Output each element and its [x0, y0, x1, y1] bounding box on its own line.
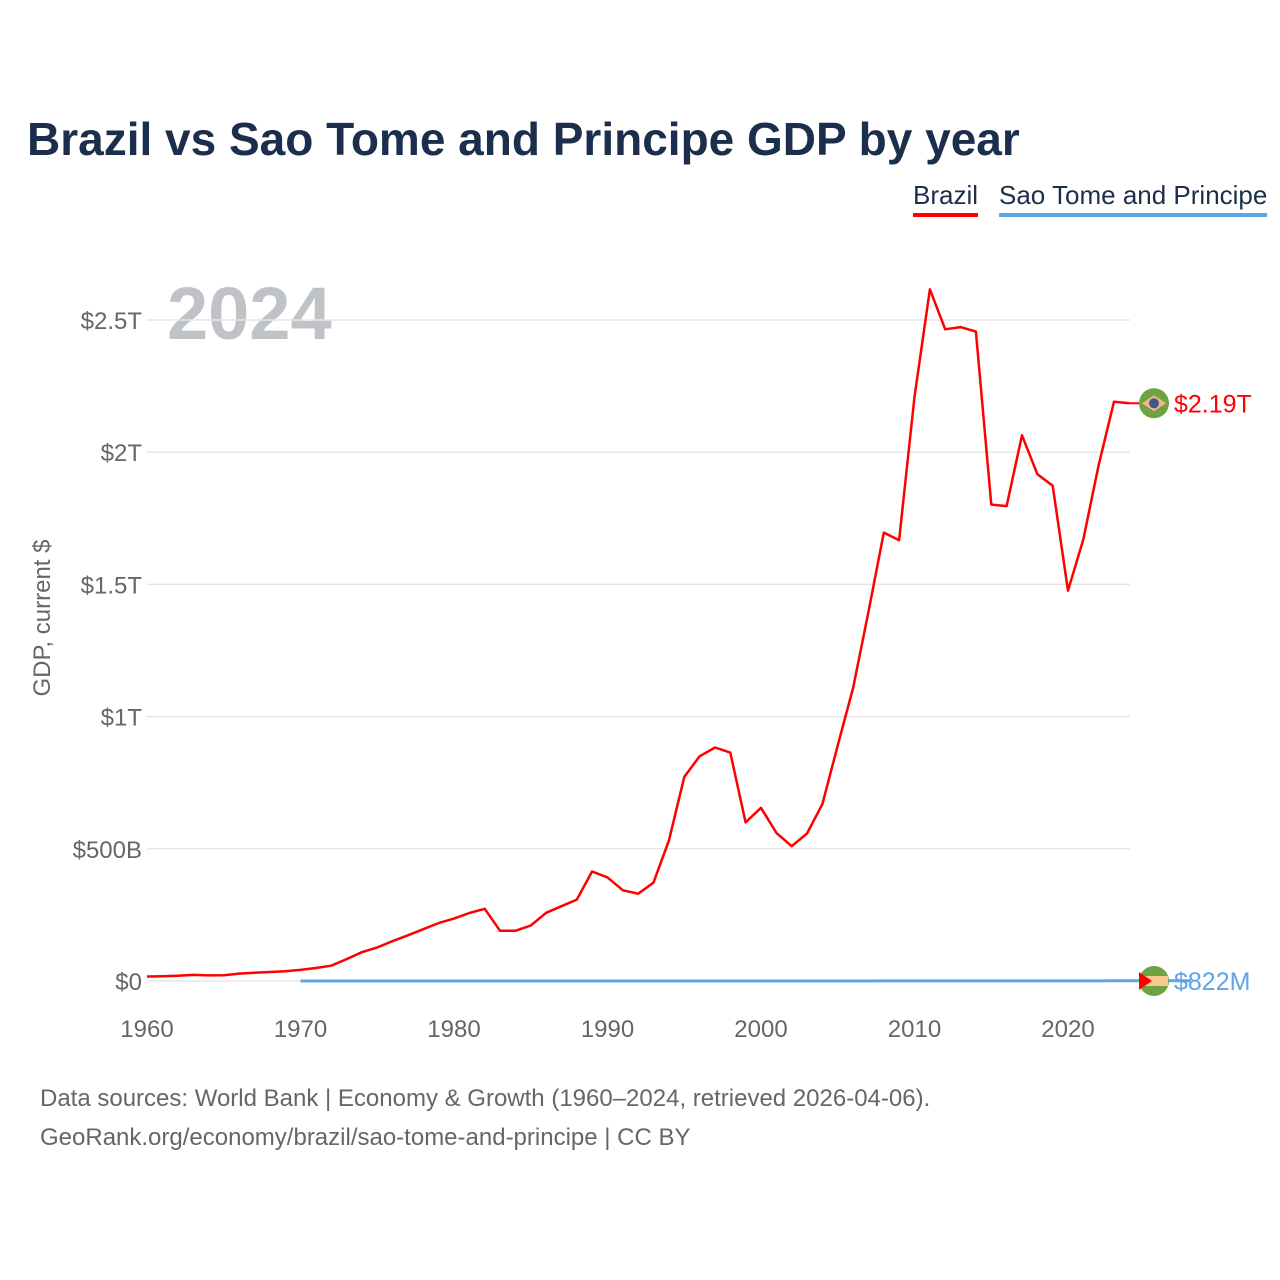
- line-chart: 2024 GDP, current $ $0 $500B $1T $1.5T $2T $2…: [29, 272, 1252, 1043]
- chart-title: Brazil vs Sao Tome and Principe GDP by y…: [27, 113, 1020, 165]
- brazil-end-label: $2.19T: [1174, 390, 1252, 418]
- source-line-2[interactable]: GeoRank.org/economy/brazil/sao-tome-and-…: [40, 1124, 691, 1151]
- y-tick-label: $1T: [101, 705, 143, 732]
- y-tick-label: $2.5T: [81, 308, 143, 335]
- x-tick-label: 2010: [888, 1016, 941, 1043]
- legend-sao-tome[interactable]: Sao Tome and Principe: [999, 180, 1268, 217]
- x-tick-label: 1990: [581, 1016, 634, 1043]
- source-line-1: Data sources: World Bank | Economy & Gro…: [40, 1085, 931, 1112]
- brazil-flag-icon: [1139, 388, 1169, 419]
- y-axis-label: GDP, current $: [29, 540, 56, 697]
- x-tick-label: 2020: [1041, 1016, 1094, 1043]
- x-tick-label: 2000: [734, 1016, 787, 1043]
- legend-brazil[interactable]: Brazil: [913, 180, 979, 217]
- x-tick-label: 1980: [427, 1016, 480, 1043]
- y-tick-label: $0: [115, 969, 142, 996]
- year-watermark: 2024: [167, 272, 332, 355]
- sao-tome-flag-icon: [1139, 966, 1169, 996]
- y-tick-label: $2T: [101, 440, 143, 467]
- x-tick-label: 1960: [120, 1016, 173, 1043]
- x-tick-label: 1970: [274, 1016, 327, 1043]
- sao-tome-end-label: $822M: [1174, 968, 1250, 996]
- y-tick-label: $500B: [73, 837, 142, 864]
- brazil-line: [146, 288, 1130, 978]
- y-tick-label: $1.5T: [81, 572, 143, 599]
